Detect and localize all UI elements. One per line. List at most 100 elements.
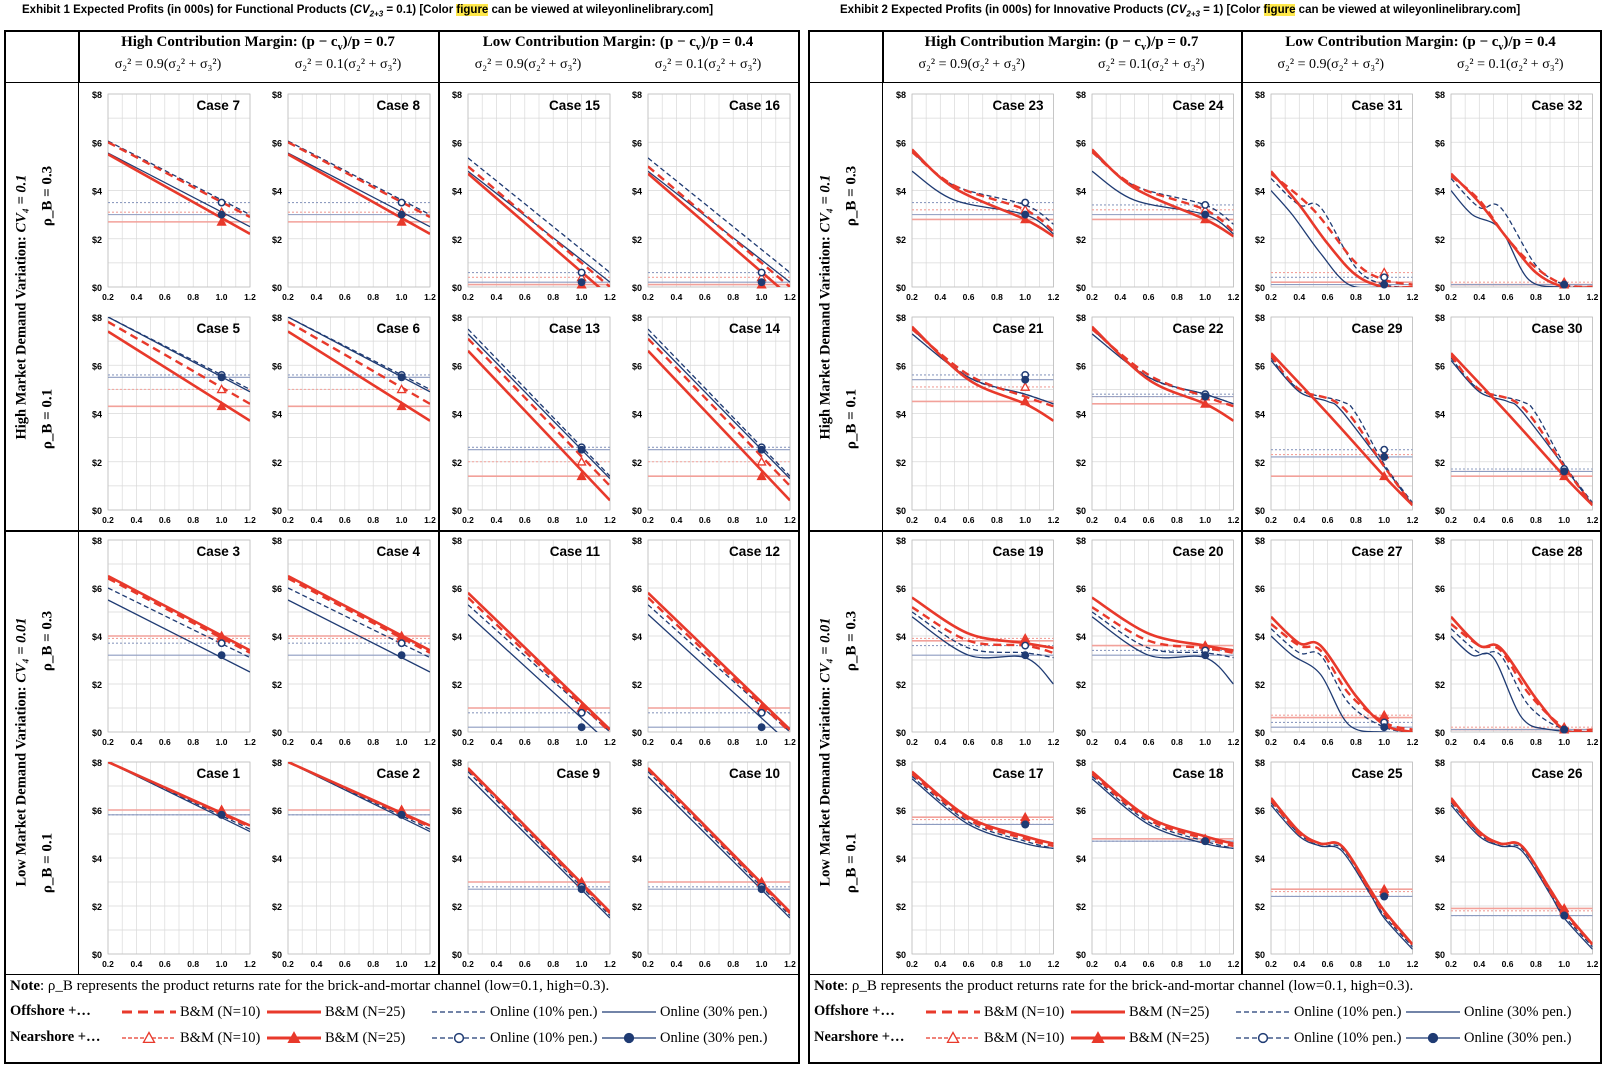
y-tick-label: $0: [1075, 950, 1085, 960]
chart-series: [288, 762, 430, 833]
sigma-label: σ₂² = 0.1(σ₂² + σ₃²): [1098, 57, 1205, 72]
x-tick-label: 1.2: [784, 959, 796, 969]
x-tick-label: 1.2: [424, 515, 436, 525]
y-tick-label: $4: [896, 632, 906, 642]
y-tick-label: $6: [896, 138, 906, 148]
chart-case-2: $0 $2 $4 $6 $8 0.2 0.4 0.6 0.8 1.0 1.2 Case 2: [272, 758, 436, 969]
x-tick-label: 0.8: [991, 515, 1003, 525]
header-divider: [438, 32, 440, 82]
legend-item-offshore-online10: Online (10% pen.): [1234, 1003, 1402, 1021]
exhibit-2-title: Exhibit 2 Expected Profits (in 000s) for…: [840, 4, 1520, 18]
bm-25-line: [108, 153, 250, 236]
x-tick-label: 1.0: [216, 959, 228, 969]
rho-label: ρ_B = 0.3: [843, 610, 860, 672]
y-tick-label: $8: [896, 313, 906, 323]
y-tick-label: $4: [1434, 854, 1444, 864]
x-tick-label: 0.8: [367, 959, 379, 969]
x-tick-label: 0.8: [1529, 292, 1541, 302]
circle-marker: [397, 198, 406, 207]
y-tick-label: $6: [896, 584, 906, 594]
chart-grid: [911, 316, 1054, 511]
x-tick-label: 0.2: [1445, 292, 1457, 302]
circle-marker: [217, 198, 226, 207]
x-tick-label: 1.2: [1227, 737, 1239, 747]
circle-marker: [577, 278, 586, 287]
x-tick-label: 0.4: [934, 515, 946, 525]
plot-frame: [1270, 761, 1413, 955]
high-margin-label-post: )/p = 0.7: [1146, 34, 1199, 50]
bm-10-line: [108, 320, 250, 405]
y-tick-label: $2: [1075, 235, 1085, 245]
online-10-line: [648, 328, 790, 477]
x-tick-label: 0.8: [367, 737, 379, 747]
y-tick-label: $0: [1255, 506, 1265, 516]
y-tick-label: $4: [1075, 632, 1085, 642]
exhibit-1-title-highlight[interactable]: figure: [456, 4, 489, 16]
chart-case-28: $0 $2 $4 $6 $8 0.2 0.4 0.6 0.8 1.0 1.2 Case 28: [1434, 536, 1598, 747]
circle-marker: [1427, 1032, 1439, 1044]
chart-grid: [1091, 539, 1234, 733]
low-variation-label-cv: CV₄ = 0.01: [13, 617, 30, 683]
y-tick-label: $4: [452, 410, 462, 420]
legend-swatch: [1071, 1010, 1125, 1014]
online-30-line: [468, 333, 610, 480]
exhibit-2-title-highlight[interactable]: figure: [1263, 4, 1296, 16]
x-tick-label: 0.4: [130, 515, 142, 525]
circle-marker: [397, 639, 406, 648]
legend-item-offshore-bm25: B&M (N=25): [1069, 1003, 1209, 1021]
online-30-line: [288, 152, 430, 228]
legend-text: Online (10% pen.): [1294, 1029, 1402, 1046]
sigma-label: σ₂² = 0.1(σ₂² + σ₃²): [1457, 57, 1564, 72]
chart-case-8: $0 $2 $4 $6 $8 0.2 0.4 0.6 0.8 1.0 1.2 Case 8: [272, 90, 436, 302]
plot-frame: [647, 761, 791, 955]
legend-swatch: [1406, 1032, 1460, 1044]
case-title: Case 10: [729, 766, 780, 781]
legend-swatch: [432, 1011, 486, 1013]
online-30-line: [1271, 804, 1413, 950]
online-30-line: [912, 333, 1054, 405]
high-margin-label-sub: v: [1141, 42, 1147, 53]
y-tick-label: $2: [272, 235, 282, 245]
y-tick-label: $6: [1255, 806, 1265, 816]
x-tick-label: 0.2: [102, 959, 114, 969]
x-tick-label: 0.2: [1265, 737, 1277, 747]
circle-marker: [1559, 280, 1568, 289]
y-tick-label: $0: [1434, 283, 1444, 293]
y-tick-label: $8: [1434, 313, 1444, 323]
chart-series: [912, 770, 1054, 850]
case-title: Case 13: [549, 321, 601, 336]
y-tick-label: $0: [1255, 950, 1265, 960]
x-tick-label: 0.8: [1170, 737, 1182, 747]
legend-item-nearshore-online10: Online (10% pen.): [430, 1029, 598, 1047]
y-tick-label: $0: [92, 506, 102, 516]
exhibit-2-title-text: Exhibit 2 Expected Profits (in 000s) for…: [840, 4, 1171, 16]
x-tick-label: 0.2: [462, 515, 474, 525]
triangle-marker: [1379, 883, 1390, 894]
offshore-legend-label: Offshore +…: [10, 1003, 91, 1019]
legend-text: B&M (N=25): [1129, 1029, 1210, 1046]
x-tick-label: 0.2: [1445, 737, 1457, 747]
y-tick-label: $6: [1075, 361, 1085, 371]
chart-case-10: $0 $2 $4 $6 $8 0.2 0.4 0.6 0.8 1.0 1.2 Case 10: [632, 758, 796, 969]
triangle-marker: [396, 384, 407, 394]
chart-case-12: $0 $2 $4 $6 $8 0.2 0.4 0.6 0.8 1.0 1.2 Case 12: [632, 536, 796, 747]
x-tick-label: 0.6: [159, 292, 171, 302]
online-30-line: [912, 170, 1054, 235]
y-tick-label: $6: [632, 361, 642, 371]
circle-marker: [577, 708, 586, 717]
header-divider: [78, 32, 80, 82]
x-tick-label: 0.2: [906, 292, 918, 302]
x-tick-label: 0.6: [519, 959, 531, 969]
low-margin-label: Low Contribution Margin: (p − cv)/p = 0.…: [1241, 34, 1600, 53]
bm-25-line: [1091, 148, 1233, 238]
x-tick-label: 1.0: [576, 959, 588, 969]
online-30-line: [1091, 778, 1233, 850]
x-tick-label: 1.2: [604, 737, 616, 747]
chart-series: [912, 325, 1054, 422]
y-tick-label: $6: [632, 138, 642, 148]
y-tick-label: $2: [896, 680, 906, 690]
y-tick-label: $0: [1255, 283, 1265, 293]
triangle-marker: [216, 400, 227, 411]
x-tick-label: 0.6: [519, 292, 531, 302]
chart-series: [648, 328, 790, 502]
